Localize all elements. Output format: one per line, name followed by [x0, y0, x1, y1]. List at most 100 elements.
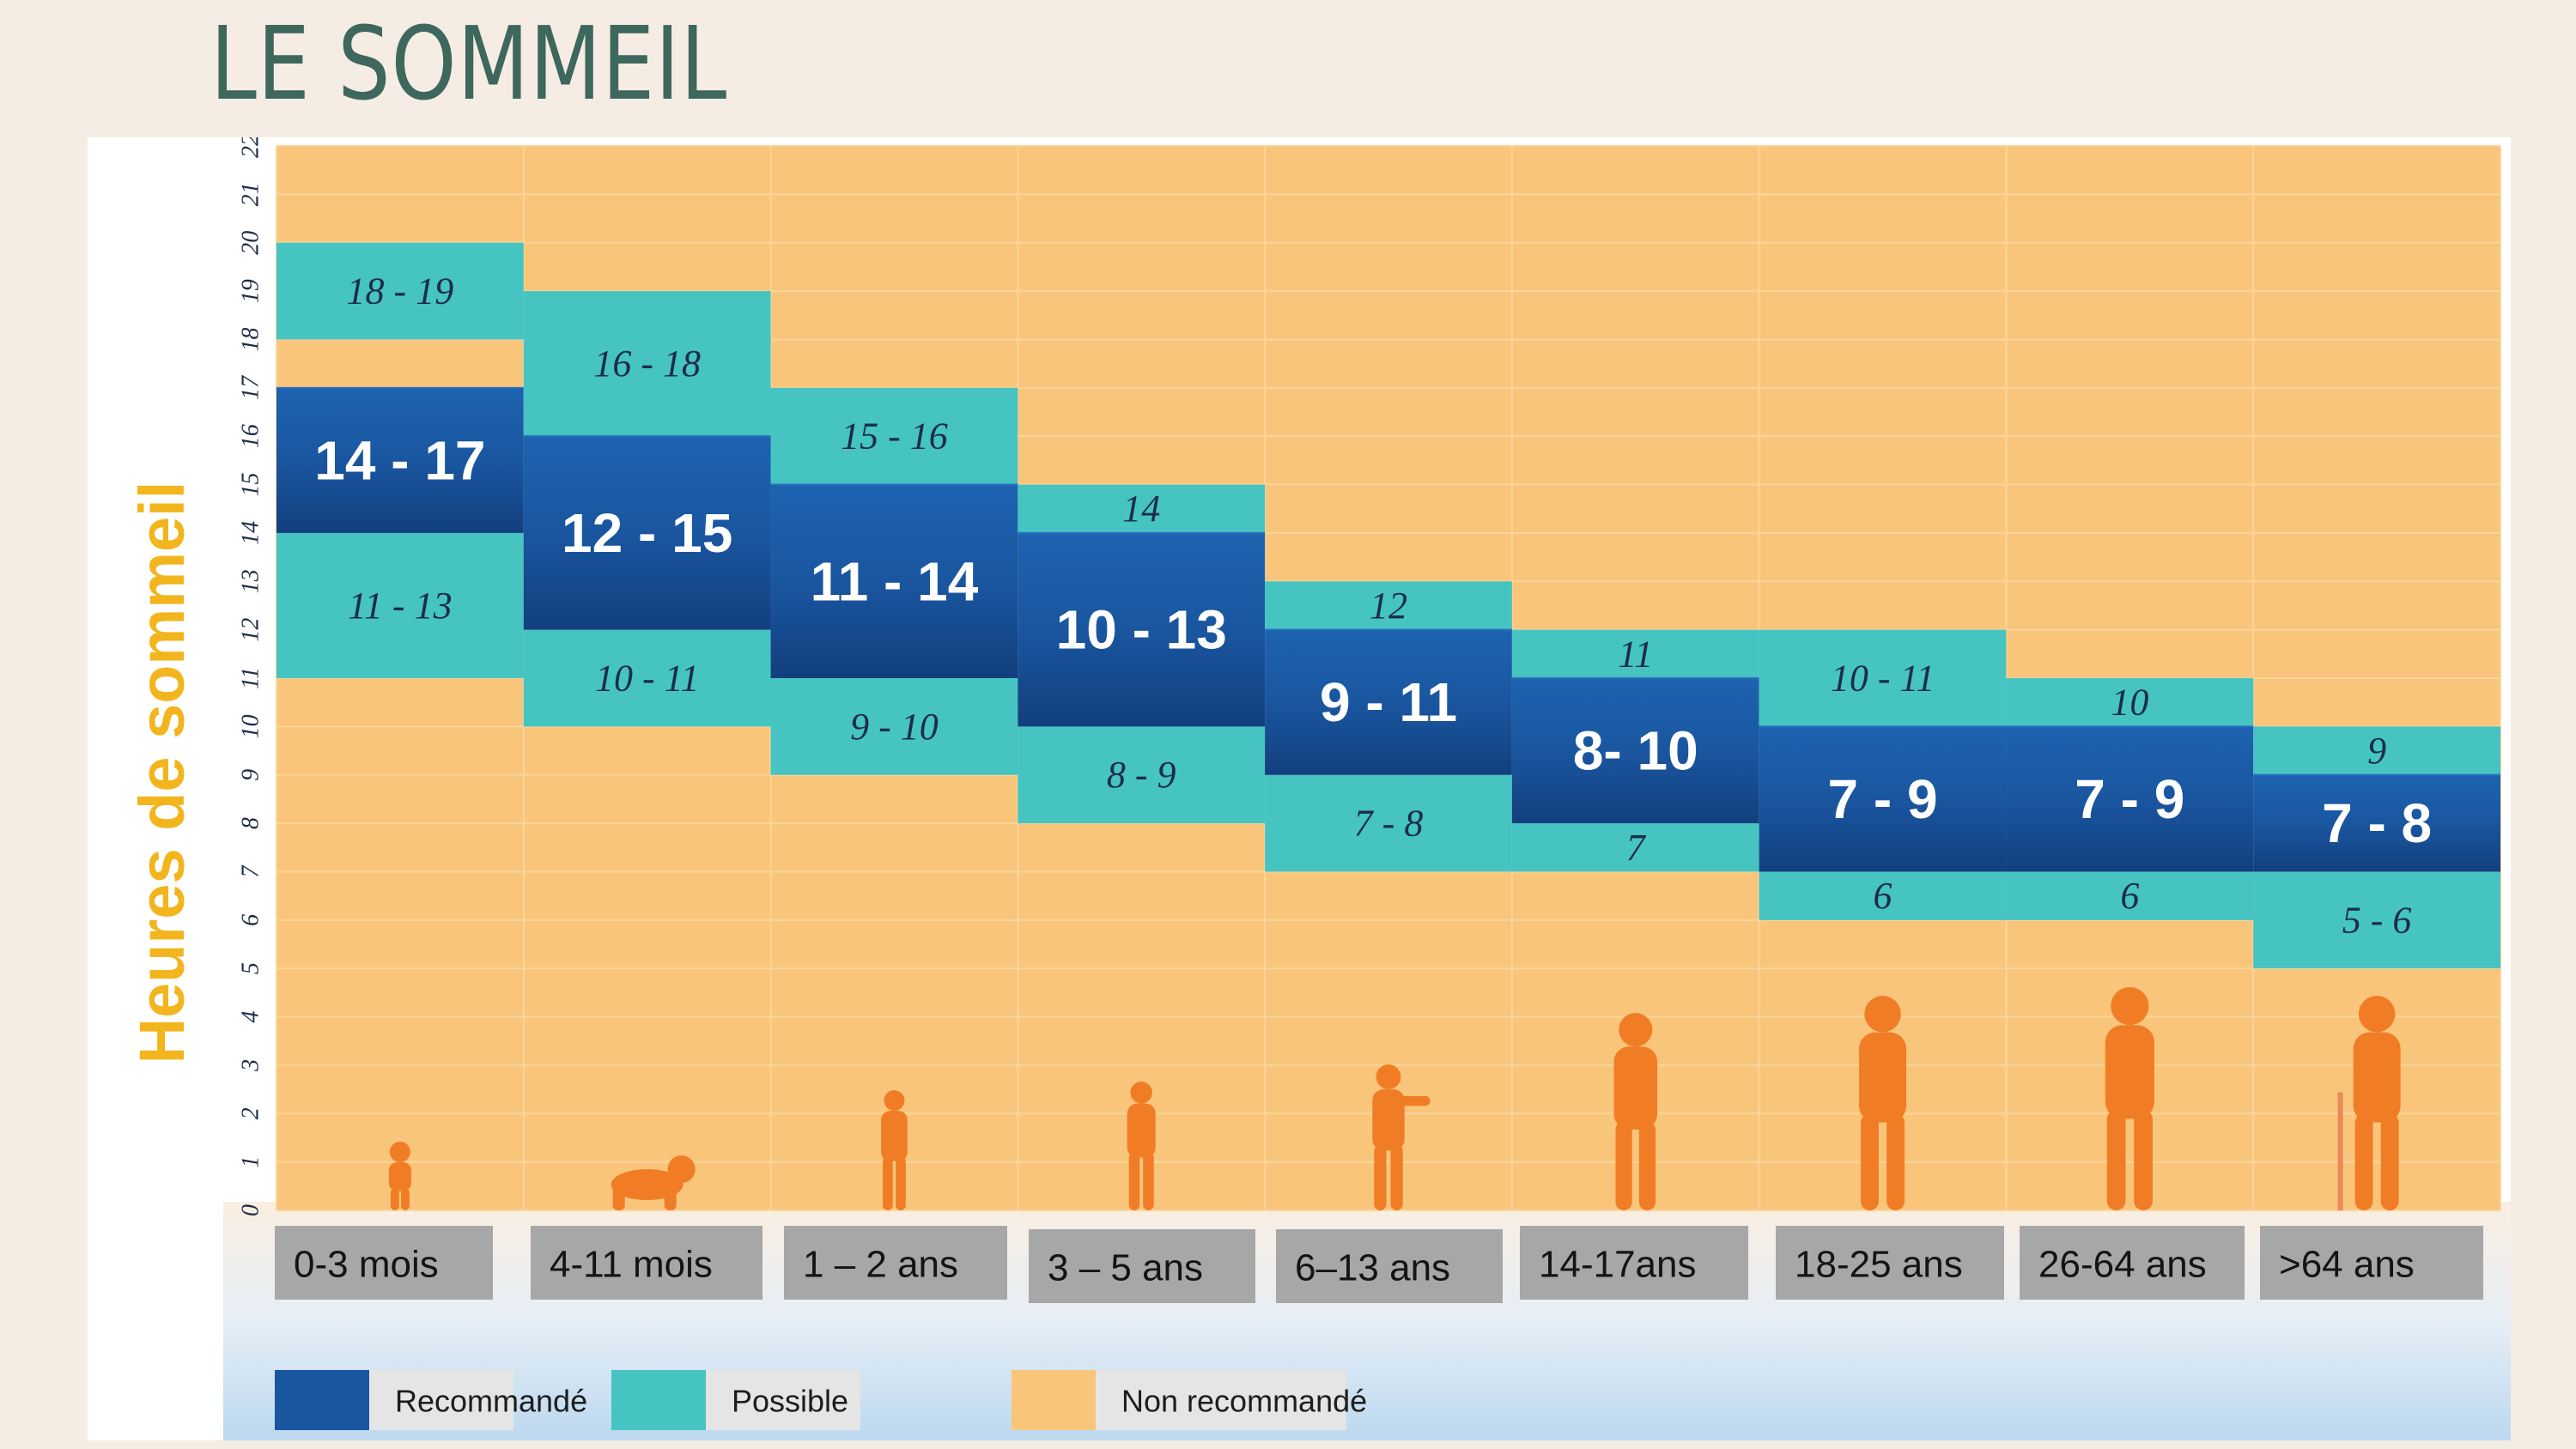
possible-high-bar — [1265, 581, 1512, 630]
category-label: 14-17ans — [1539, 1244, 1696, 1286]
child-figure-icon — [1127, 1082, 1156, 1210]
recommended-bar — [1018, 532, 1266, 727]
category-box — [1520, 1226, 1748, 1300]
y-tick-label: 12 — [238, 618, 264, 642]
page-title: LE SOMMEIL — [210, 4, 728, 123]
possible-low-bar — [1759, 871, 2007, 920]
figure-body — [1127, 1103, 1156, 1158]
figure-arm — [1388, 1095, 1431, 1106]
possible-high-label: 14 — [1122, 488, 1160, 530]
crawling-baby-figure-icon — [611, 1155, 696, 1210]
sleep-chart: 18 - 19 11 - 13 14 - 17 16 - 18 10 - 11 12 - … — [126, 137, 2511, 1440]
figure-leg — [1861, 1113, 1879, 1210]
possible-high-bar — [770, 387, 1018, 485]
figure-cane — [2337, 1092, 2343, 1210]
possible-high-bar — [523, 291, 771, 437]
figure-head — [1619, 1013, 1653, 1047]
recommended-bar — [2253, 774, 2500, 872]
recommended-bar — [1511, 678, 1759, 824]
figure-leg — [1615, 1121, 1632, 1210]
possible-high-bar — [276, 242, 524, 340]
y-tick-label: 17 — [238, 375, 264, 400]
possible-low-label: 7 — [1626, 827, 1647, 869]
possible-high-label: 16 - 18 — [593, 343, 701, 385]
figure-head — [2358, 996, 2396, 1033]
possible-high-bar — [2006, 678, 2254, 727]
sleep-chart-card: 18 - 19 11 - 13 14 - 17 16 - 18 10 - 11 12 - … — [88, 137, 2511, 1440]
figure-leg — [401, 1188, 410, 1210]
figure-head — [884, 1090, 905, 1111]
possible-low-bar — [276, 532, 524, 678]
legend-swatch — [275, 1370, 369, 1430]
category-label: 18-25 ans — [1795, 1244, 1963, 1286]
y-tick-label: 4 — [238, 1011, 264, 1023]
possible-high-label: 10 - 11 — [1831, 658, 1935, 700]
category-box — [1029, 1229, 1255, 1303]
legend: Recommandé Possible Non recommandé — [275, 1370, 1367, 1430]
young-adult-figure-icon — [1859, 996, 1907, 1210]
figure-head — [1376, 1064, 1401, 1089]
possible-low-label: 6 — [2120, 875, 2139, 917]
category-box — [2260, 1226, 2483, 1300]
possible-low-bar — [1018, 726, 1266, 824]
baby-figure-icon — [388, 1142, 411, 1210]
recommended-label: 10 - 13 — [1056, 599, 1227, 661]
possible-high-bar — [1511, 629, 1759, 678]
recommended-label: 12 - 15 — [562, 502, 732, 564]
figure-head — [1864, 996, 1901, 1033]
toddler-figure-icon — [881, 1090, 908, 1210]
possible-high-label: 18 - 19 — [347, 270, 454, 312]
possible-low-label: 6 — [1874, 875, 1893, 917]
possible-high-label: 12 — [1370, 585, 1407, 627]
possible-low-bar — [770, 678, 1018, 775]
category-label: 1 – 2 ans — [803, 1244, 958, 1286]
possible-low-label: 5 - 6 — [2342, 899, 2412, 941]
possible-low-label: 8 - 9 — [1107, 754, 1176, 796]
x-axis-categories: 0-3 mois 4-11 mois 1 – 2 ans 3 – 5 ans 6–13 … — [275, 1226, 2483, 1303]
possible-high-label: 10 — [2111, 682, 2148, 724]
recommended-label: 7 - 9 — [1828, 768, 1938, 830]
figure-head — [389, 1142, 410, 1162]
y-tick-label: 2 — [238, 1107, 264, 1119]
figure-leg — [1374, 1144, 1387, 1210]
category-label: 6–13 ans — [1295, 1247, 1450, 1289]
recommended-label: 8- 10 — [1573, 720, 1698, 782]
recommended-bar — [770, 484, 1018, 678]
figure-head — [2111, 987, 2149, 1026]
y-tick-label: 15 — [238, 473, 264, 497]
category-label: >64 ans — [2279, 1244, 2415, 1286]
recommended-bar — [523, 436, 771, 630]
legend-swatch — [1012, 1370, 1096, 1430]
y-tick-label: 0 — [238, 1204, 264, 1216]
possible-low-bar — [2006, 871, 2254, 920]
figure-leg — [2354, 1113, 2373, 1210]
figure-leg — [2380, 1113, 2399, 1210]
y-tick-label: 21 — [238, 182, 264, 206]
possible-low-label: 7 - 8 — [1354, 803, 1424, 845]
category-box — [1776, 1226, 2004, 1300]
y-tick-label: 3 — [238, 1059, 264, 1072]
recommended-label: 9 - 11 — [1320, 671, 1457, 733]
possible-high-bar — [1759, 629, 2007, 727]
category-label: 4-11 mois — [550, 1244, 713, 1286]
schoolchild-figure-icon — [1372, 1064, 1431, 1210]
recommended-bar — [1759, 726, 2007, 872]
category-box — [784, 1226, 1007, 1300]
figure-leg — [896, 1156, 906, 1210]
recommended-bar — [1265, 629, 1512, 775]
category-label: 0-3 mois — [294, 1244, 439, 1286]
figure-leg — [612, 1185, 625, 1210]
possible-low-bar — [1265, 774, 1512, 872]
y-tick-label: 20 — [238, 231, 264, 255]
figure-leg — [883, 1156, 893, 1210]
bars: 18 - 19 11 - 13 14 - 17 16 - 18 10 - 11 12 - … — [276, 242, 2500, 969]
y-tick-label: 22 — [238, 137, 264, 158]
figure-body — [1613, 1046, 1658, 1130]
figure-leg — [1143, 1152, 1154, 1210]
figure-leg — [1886, 1113, 1905, 1210]
possible-low-label: 9 - 10 — [850, 706, 939, 748]
senior-with-cane-figure-icon — [2337, 996, 2401, 1210]
legend-label: Possible — [732, 1384, 848, 1419]
y-tick-label: 14 — [238, 521, 264, 545]
figure-leg — [2106, 1110, 2126, 1210]
